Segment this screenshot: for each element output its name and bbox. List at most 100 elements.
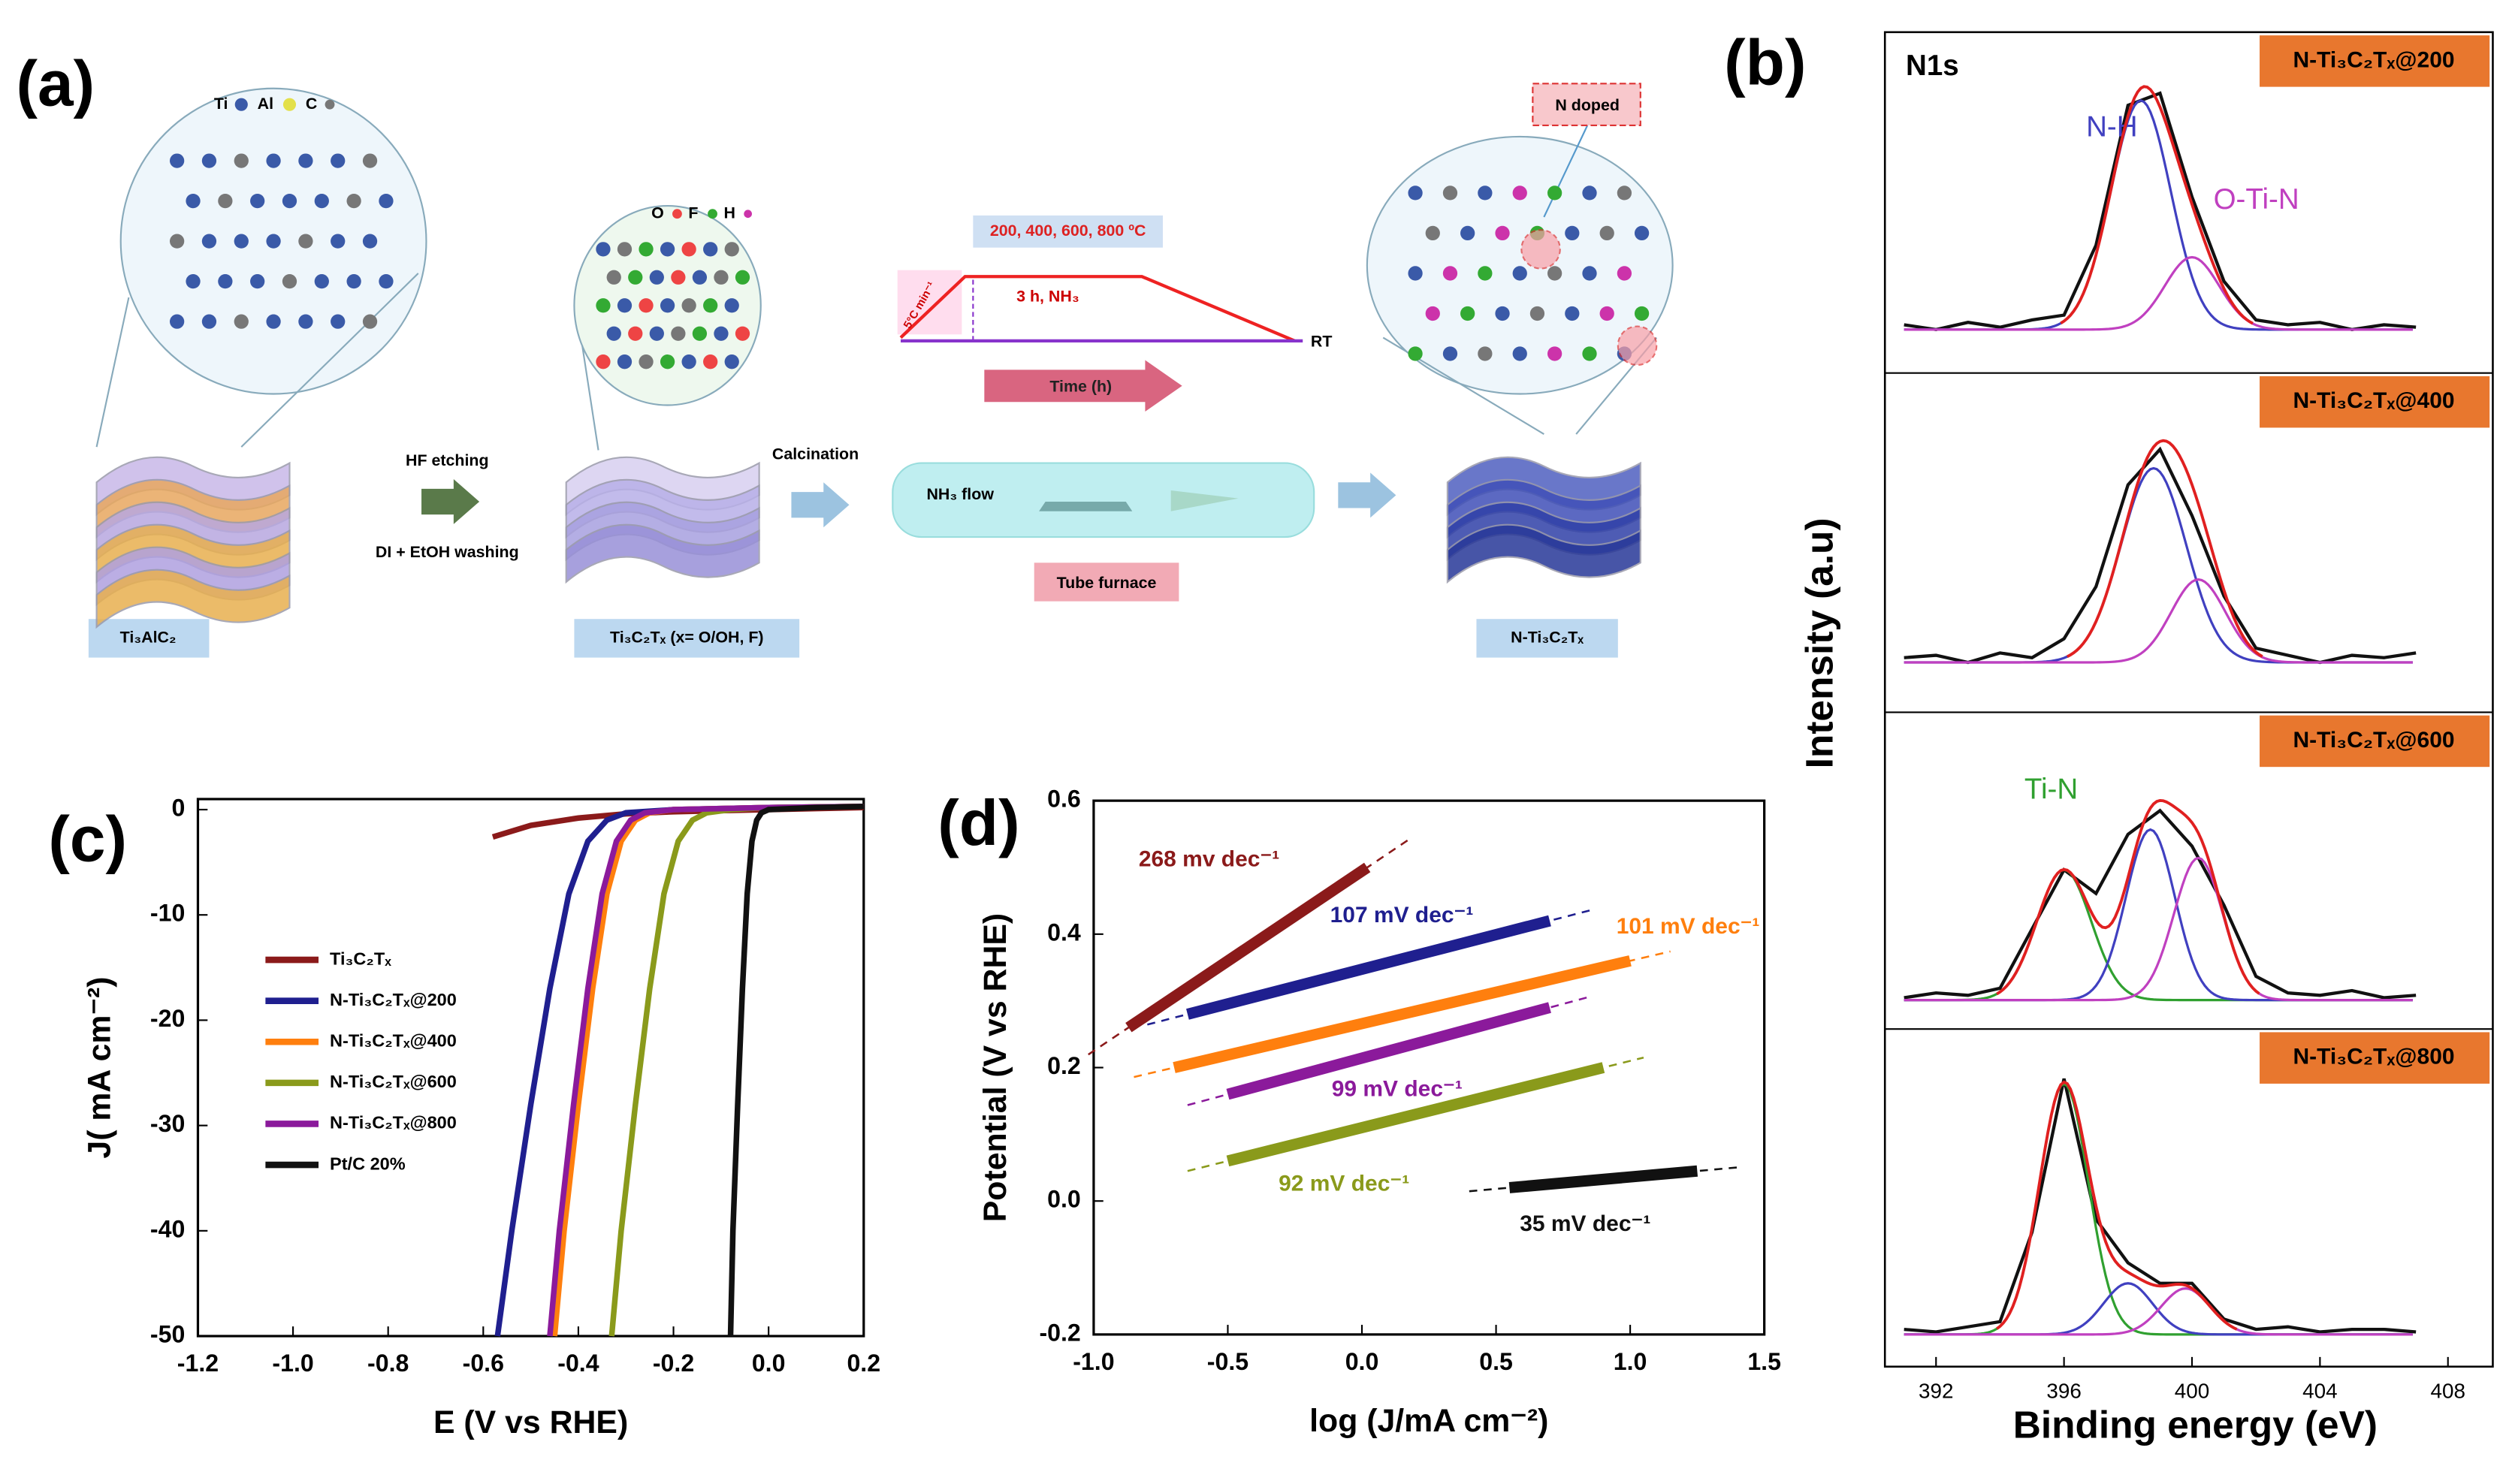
atom-legend: H [724,204,735,222]
atom [1478,346,1493,361]
x-tick-label: 0.5 [1479,1348,1513,1375]
atom [1442,266,1458,281]
flow-arrow [1170,490,1239,511]
x-tick-label: 396 [2046,1379,2081,1402]
zoom-line [240,273,419,448]
x-tick-label: -0.2 [653,1350,694,1377]
panel-frame [1883,31,2494,1368]
atom [1495,306,1510,321]
y-axis-label: Potential (V vs RHE) [977,913,1013,1222]
y-tick-label: -50 [150,1321,185,1348]
atom [362,153,378,168]
label-box [1034,563,1179,602]
atom [649,326,664,341]
arrow [1338,472,1396,518]
panel-label: (a) [17,47,95,119]
y-tick-label: 0.2 [1047,1052,1081,1079]
panel-title: N1s [1906,50,1959,82]
atom [724,354,739,369]
atom-legend: C [306,95,317,113]
panel-tag: N-Ti₃C₂Tₓ@400 [2293,388,2455,413]
atom [314,193,329,209]
x-tick-label: 1.0 [1614,1348,1647,1375]
curve [727,804,864,1337]
atom [1442,186,1458,201]
furnace: Tube furnace [1057,574,1157,592]
legend-label: N-Ti₃C₂Tₓ@400 [330,1030,457,1050]
fit-peak [1904,856,2413,1002]
panel-label: (c) [48,804,127,876]
ramp-box [897,270,962,335]
atom-legend: O [651,204,664,222]
atom [1425,306,1440,321]
atom [201,153,217,168]
x-tick-label: 400 [2175,1379,2209,1402]
atom [201,234,217,249]
atom [218,274,233,289]
time-arrow [984,360,1182,412]
peak-label: N-H [2086,110,2137,143]
tafel-segment [1173,955,1632,1073]
x-tick-label: -1.0 [1073,1348,1114,1375]
fit-envelope [2066,439,2263,658]
atom [1512,266,1527,281]
zoom-line [95,297,130,448]
atom-legend: Al [258,95,273,113]
atom [234,234,249,249]
atom [298,314,313,329]
fit-envelope [1996,798,2260,996]
atom [282,274,297,289]
atom [617,298,633,313]
atom [1442,346,1458,361]
y-tick-label: -30 [150,1110,185,1137]
fit-envelope [2060,85,2254,325]
label-box [1476,619,1618,658]
x-tick-label: 0.2 [847,1350,880,1377]
atom [724,298,739,313]
atom [331,234,346,249]
atom [671,270,686,285]
time: Time (h) [1049,378,1112,396]
atom-legend: Ti [214,95,228,113]
atom [1478,266,1493,281]
tafel-segment [1186,915,1551,1020]
atom [1460,225,1475,241]
atom-key [708,209,717,219]
x-tick-label: 1.5 [1747,1348,1781,1375]
atom [692,270,708,285]
panel-tag: N-Ti₃C₂Tₓ@800 [2293,1045,2455,1069]
atom [724,242,739,257]
zoom-line [581,345,599,451]
x-tick-label: 404 [2302,1379,2337,1402]
atom [703,298,718,313]
atom [170,153,185,168]
plot-frame [196,798,865,1338]
atom [1512,346,1527,361]
material: Ti₃AlC₂ [120,629,177,647]
tafel-segment [1226,1062,1605,1167]
atom [692,326,708,341]
x-axis-label: Binding energy (eV) [2013,1403,2378,1446]
boat [1039,501,1133,511]
x-tick-label: -0.8 [367,1350,409,1377]
temperature-profile [899,275,1296,342]
peak-label: O-Ti-N [2214,183,2299,216]
y-tick-label: -0.2 [1039,1319,1080,1346]
fit-peak [1904,255,2413,331]
panel-tag: N-Ti₃C₂Tₓ@600 [2293,728,2455,753]
material: N-Ti₃C₂Tₓ [1511,629,1584,647]
atom [681,242,696,257]
atom [1408,186,1423,201]
x-tick-label: 392 [1919,1379,1953,1402]
atom [1582,186,1597,201]
material: Ti₃C₂Tₓ (x= O/OH, F) [610,629,764,647]
atom [660,242,675,257]
y-tick-label: -10 [150,900,185,927]
label-box [574,619,800,658]
atom-key [672,209,682,219]
atom [606,326,621,341]
tag-box [2260,715,2490,768]
atom [1547,266,1562,281]
atom [346,193,361,209]
legend-label: N-Ti₃C₂Tₓ@200 [330,990,457,1009]
